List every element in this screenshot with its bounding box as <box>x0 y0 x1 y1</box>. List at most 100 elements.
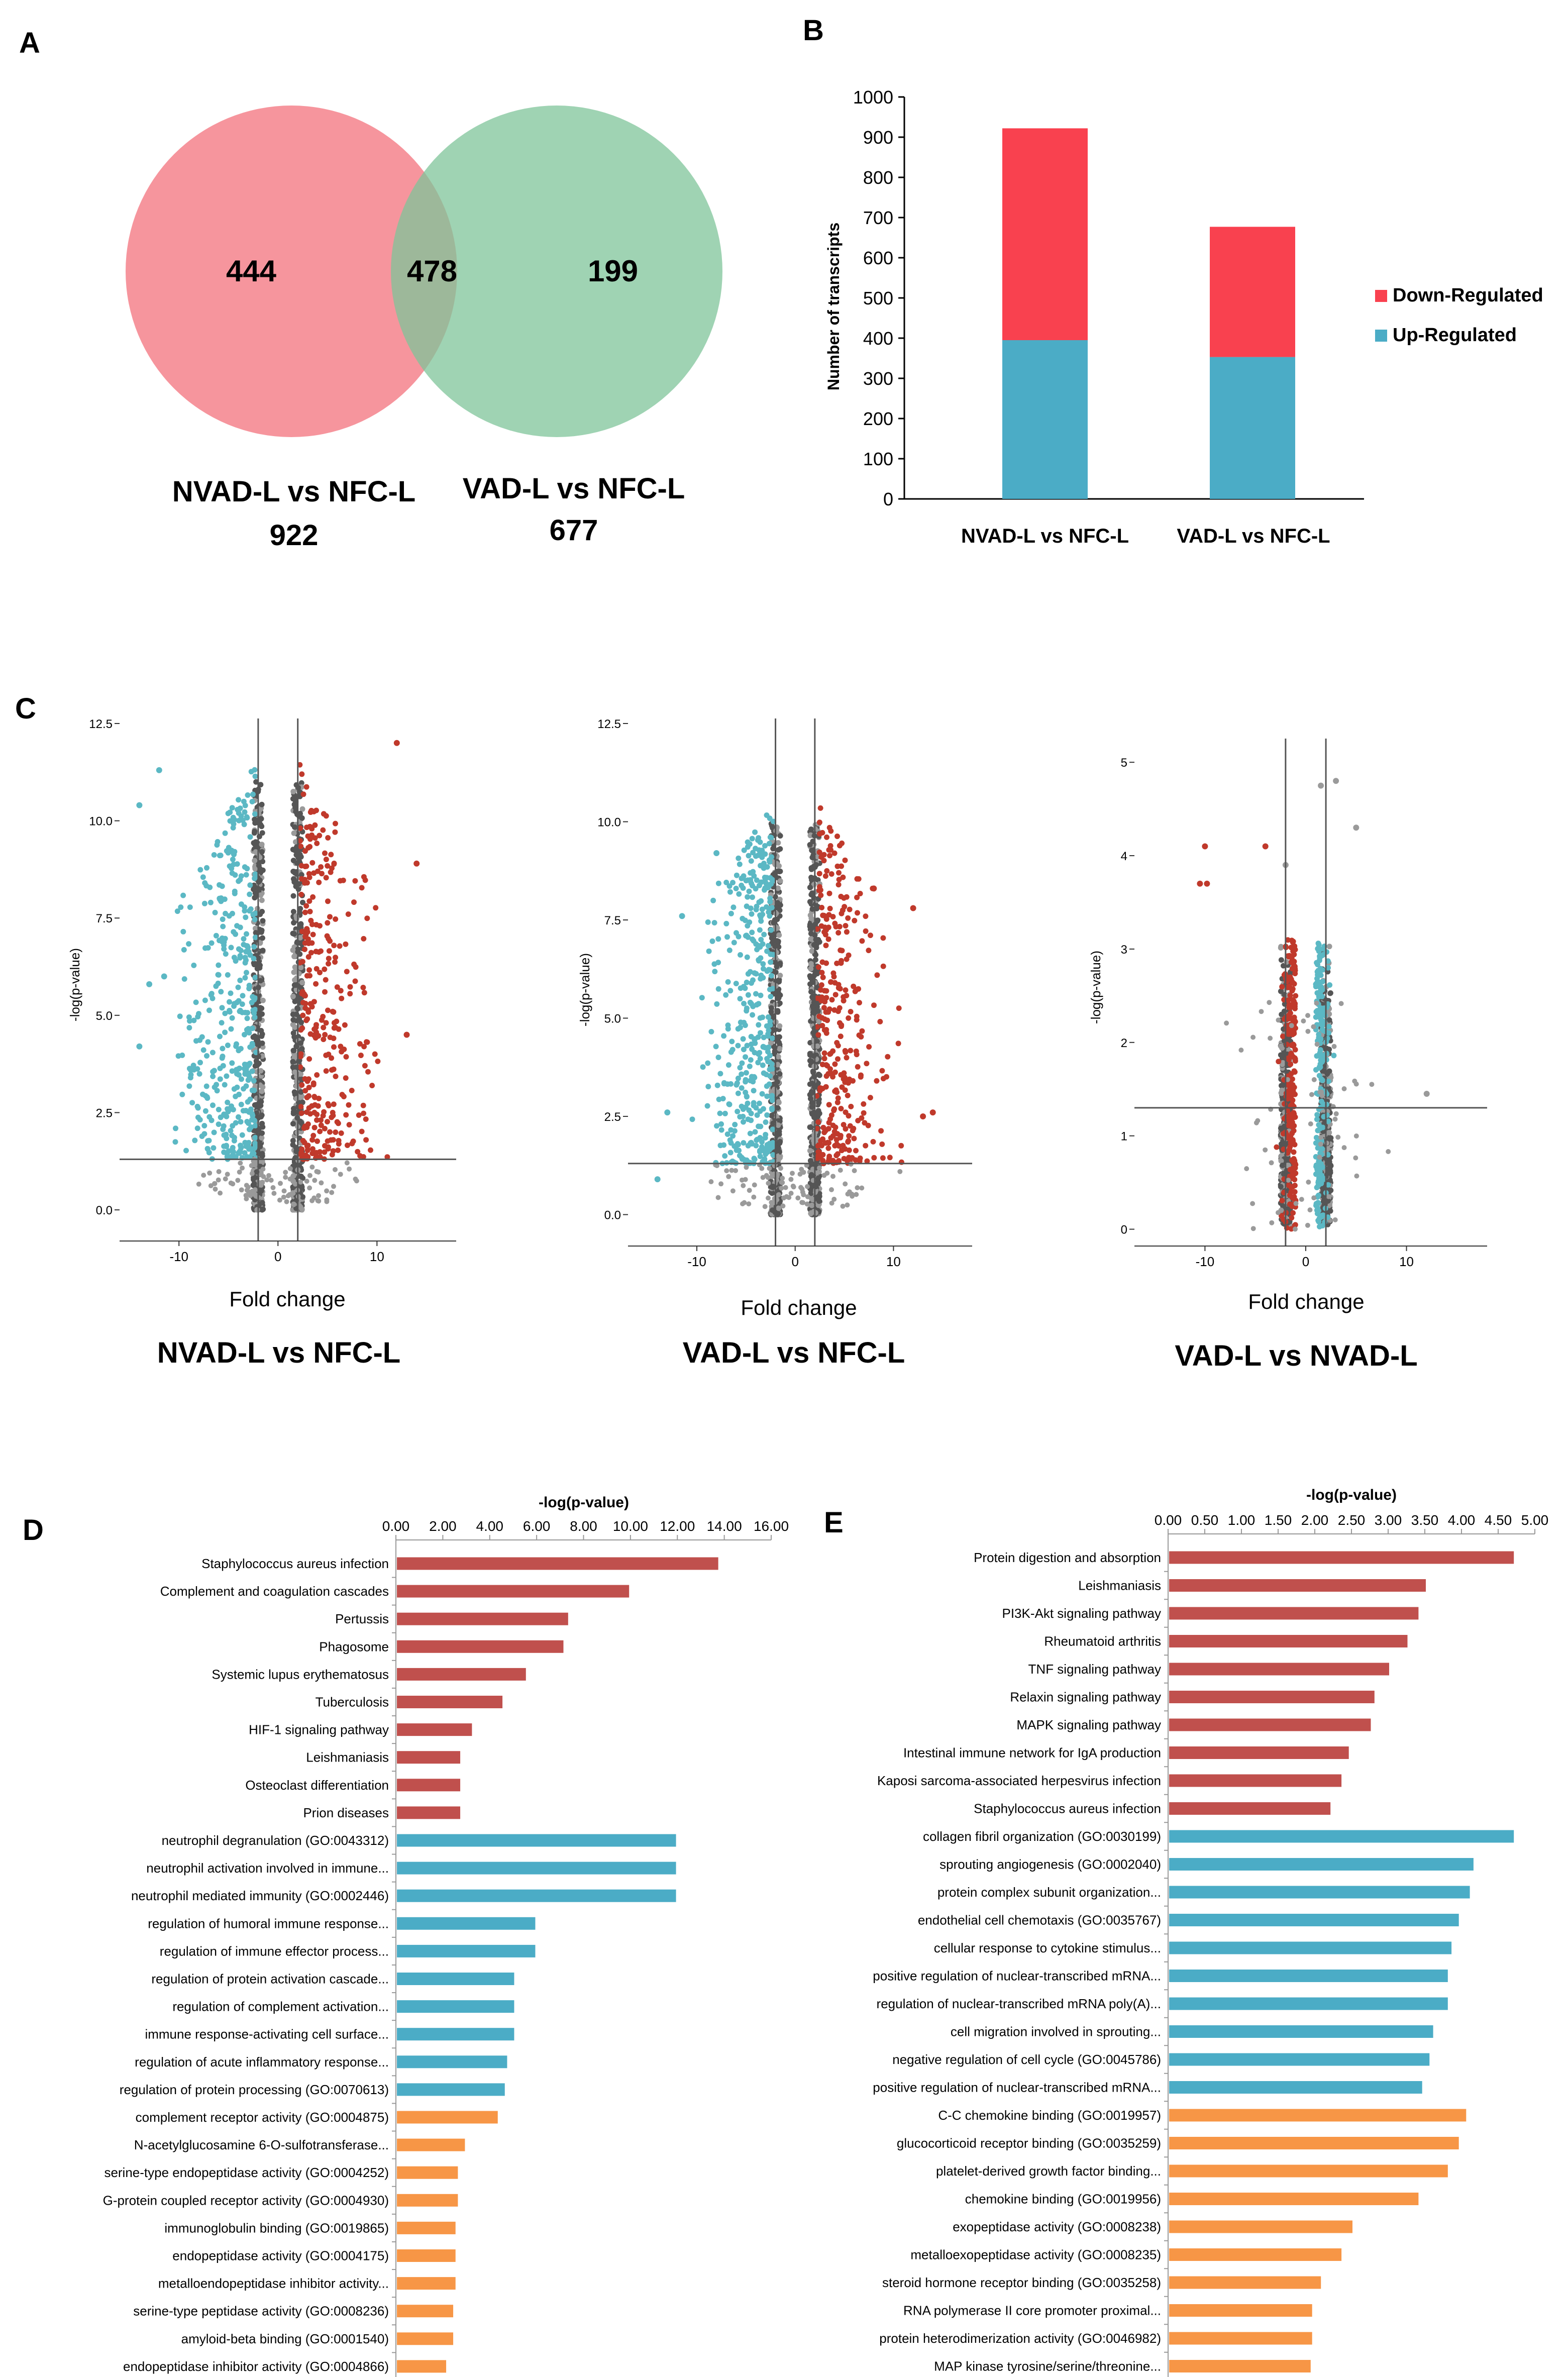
c-point <box>769 905 775 910</box>
hbar-bar <box>397 1889 676 1902</box>
c-point <box>740 1113 746 1119</box>
c-point <box>1287 992 1293 998</box>
c-point <box>202 945 208 951</box>
c-point <box>788 1191 794 1196</box>
c-point <box>718 1181 724 1187</box>
c-point <box>1313 1171 1319 1177</box>
c-point <box>845 1202 850 1208</box>
c-y-tick-label: 12.5 <box>89 717 113 731</box>
c-point <box>236 1150 242 1155</box>
c-point <box>757 1050 763 1056</box>
c-point <box>309 826 315 832</box>
c-point <box>753 991 759 997</box>
c-point <box>240 1108 246 1114</box>
c-point <box>805 1184 810 1189</box>
c-point <box>832 1124 839 1130</box>
c-point <box>247 834 253 840</box>
hbar-category-label: neutrophil activation involved in immune… <box>146 1861 389 1876</box>
c-point <box>809 948 815 954</box>
c-point <box>290 947 296 953</box>
c-point <box>815 1143 821 1149</box>
c-point <box>753 971 759 977</box>
c-point <box>838 960 844 966</box>
c-point <box>864 1061 870 1067</box>
c-point <box>352 978 358 984</box>
panel-c: C -10 0 100.02.55.07.510.012.5 -log(p-valu… <box>15 692 1487 1372</box>
c-point <box>240 1165 245 1171</box>
c-point <box>769 1061 775 1067</box>
c-point <box>186 1083 192 1089</box>
c-point <box>834 1151 841 1157</box>
c-point <box>313 1150 320 1156</box>
c-point <box>345 1143 350 1148</box>
c-point <box>1286 1012 1292 1018</box>
horizontal-bar-chart-d: 0.00 2.00 4.00 6.00 8.00 10.00 12.00 14.00 16.00… <box>103 1518 789 2377</box>
c-point <box>781 1195 786 1201</box>
c-point <box>249 1163 254 1168</box>
c-point <box>1338 1001 1344 1006</box>
c-point <box>749 836 755 842</box>
c-point <box>1267 1000 1272 1005</box>
c-point <box>825 1158 831 1164</box>
c-point <box>1325 1118 1331 1124</box>
c-point <box>743 1054 749 1060</box>
c-point <box>1315 1178 1321 1184</box>
c-point <box>1314 976 1320 982</box>
c-point <box>191 962 197 968</box>
c-point <box>1314 1042 1320 1047</box>
c-point <box>228 990 234 996</box>
c-point <box>1292 1055 1298 1061</box>
c-point <box>790 1183 796 1189</box>
c-point <box>228 1180 234 1186</box>
c-point <box>741 1140 747 1146</box>
c-point <box>211 852 217 858</box>
c-point <box>764 1083 770 1089</box>
c-point <box>807 1092 813 1098</box>
c-point <box>344 1160 350 1166</box>
c-point <box>200 874 206 880</box>
c-y-tick-label: 0 <box>1121 1223 1127 1237</box>
c-point <box>290 1138 296 1144</box>
c-point <box>1290 1184 1296 1190</box>
c-point <box>879 1068 885 1074</box>
c-point <box>393 740 400 746</box>
c-point <box>858 1074 864 1080</box>
c-point <box>887 1155 893 1161</box>
c-point <box>334 984 340 990</box>
c-point <box>212 1084 218 1090</box>
c-point <box>236 998 242 1004</box>
c-point <box>825 1126 831 1131</box>
c-point <box>831 1106 838 1112</box>
c-point <box>223 951 229 957</box>
c-point <box>799 1200 805 1205</box>
volcano-plot-1: -10 0 100.02.55.07.510.012.5 <box>89 717 456 1264</box>
c-point <box>775 840 781 846</box>
c-point <box>754 1002 760 1008</box>
c-y-tick-label: 1 <box>1121 1130 1127 1144</box>
c-point <box>854 876 860 882</box>
c-point <box>734 872 740 878</box>
c-point <box>220 1063 226 1069</box>
c-point <box>329 1114 335 1120</box>
c-point <box>1326 1166 1332 1172</box>
c-point <box>300 899 305 905</box>
c-y-tick-label: 10.0 <box>89 815 113 829</box>
c-point <box>304 1094 310 1100</box>
c-point <box>845 915 851 921</box>
c-point <box>851 1135 857 1142</box>
c-point <box>315 1103 321 1109</box>
c-point <box>332 959 338 965</box>
c-point <box>1319 1022 1325 1028</box>
c-point <box>384 1154 390 1160</box>
c-point <box>299 980 305 986</box>
c-point <box>819 904 825 910</box>
c-point <box>835 930 842 936</box>
c-point <box>1276 1210 1281 1215</box>
c-point <box>331 860 337 866</box>
c-point <box>1341 1086 1347 1091</box>
c-point <box>745 1100 751 1106</box>
c-point <box>327 914 333 920</box>
c-point <box>739 1103 745 1109</box>
c-point <box>290 1121 296 1127</box>
c-point <box>820 1152 826 1158</box>
